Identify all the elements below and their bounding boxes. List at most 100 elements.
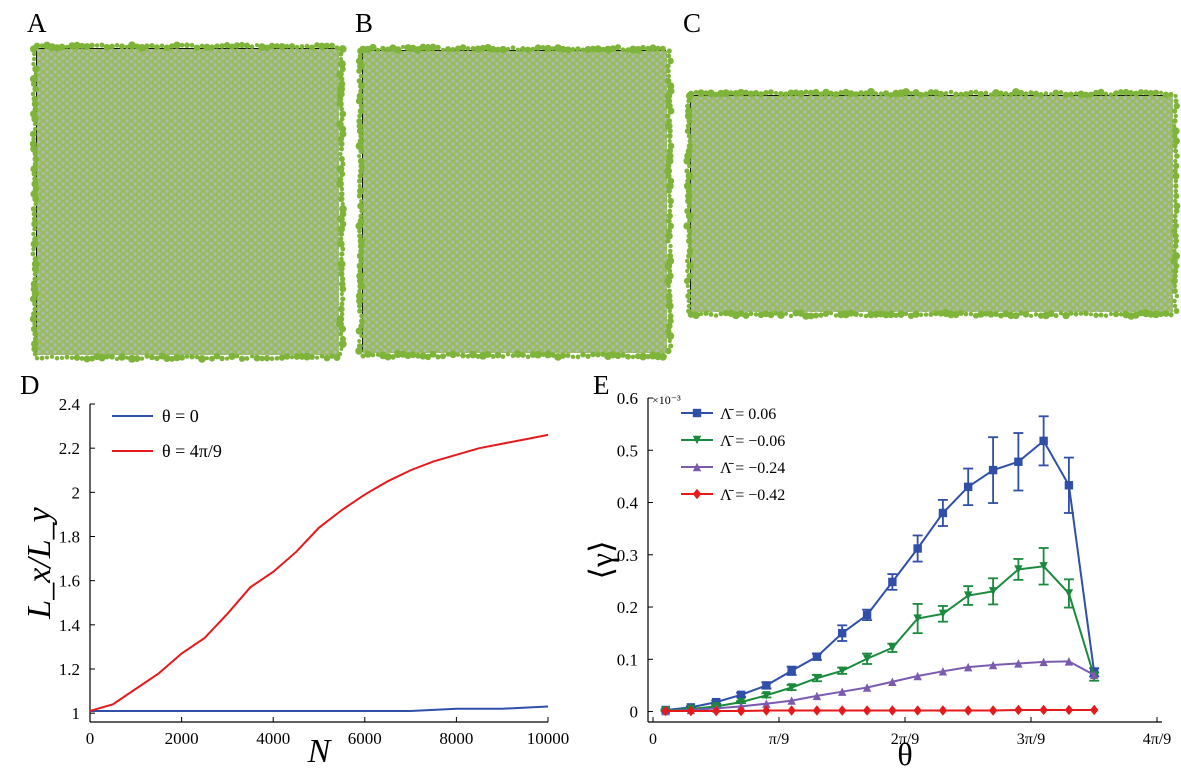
y-tick-label-d: 1.8 <box>59 528 80 547</box>
edge-cell <box>357 107 365 115</box>
edge-cell <box>1171 127 1180 135</box>
edge-cell <box>525 354 531 360</box>
edge-cell <box>193 44 201 52</box>
edge-cell <box>360 353 366 359</box>
edge-cell <box>460 352 466 359</box>
edge-cell <box>564 46 572 54</box>
edge-cell <box>31 345 38 353</box>
edge-cell <box>752 89 760 97</box>
edge-cell <box>219 355 225 362</box>
edge-cell <box>329 353 335 359</box>
edge-cell <box>634 45 642 54</box>
edge-cell <box>435 354 441 360</box>
edge-cell <box>685 123 692 129</box>
edge-cell <box>665 232 673 240</box>
edge-cell <box>1173 178 1179 184</box>
edge-cell <box>357 173 363 179</box>
marker-triangle-up <box>1064 657 1074 666</box>
edge-cell <box>683 222 691 230</box>
edge-cell <box>753 312 759 317</box>
edge-cell <box>489 45 497 53</box>
edge-cell <box>666 283 671 289</box>
legend-label-d-1: θ = 4π/9 <box>162 441 222 461</box>
edge-cell <box>685 197 692 205</box>
marker-triangle-up <box>862 683 872 692</box>
edge-cell <box>338 195 345 203</box>
tissue-edge <box>683 88 1181 320</box>
edge-cell <box>337 351 343 357</box>
edge-cell <box>792 309 800 317</box>
edge-cell <box>667 208 673 214</box>
edge-cell <box>470 45 476 51</box>
marker-triangle-down <box>888 643 897 652</box>
edge-cell <box>797 90 805 98</box>
edge-cell <box>173 353 181 362</box>
edge-cell <box>1073 91 1079 96</box>
series-line-e-3 <box>665 708 1095 713</box>
edge-cell <box>31 265 40 273</box>
tissue-image-elongated-c <box>683 88 1181 320</box>
edge-cell <box>439 353 447 360</box>
edge-cell <box>743 89 749 96</box>
edge-cell <box>767 311 775 319</box>
edge-cell <box>668 248 673 254</box>
edge-cell <box>359 198 364 204</box>
edge-cell <box>1172 143 1178 149</box>
edge-cell <box>339 110 347 118</box>
edge-cell <box>454 45 462 52</box>
edge-cell <box>983 310 989 317</box>
edge-cell <box>219 43 225 49</box>
edge-cell <box>666 322 673 330</box>
edge-cell <box>867 88 875 97</box>
edge-cell <box>1172 232 1179 240</box>
edge-cell <box>665 172 672 180</box>
series-line-e-2 <box>665 660 1095 713</box>
edge-cell <box>249 44 255 50</box>
edge-cell <box>1067 91 1075 98</box>
marker-diamond <box>812 705 822 716</box>
edge-cell <box>32 126 38 132</box>
edge-cell <box>664 167 673 175</box>
marker-diamond <box>938 705 948 716</box>
edge-cell <box>609 45 617 53</box>
marker-triangle-down <box>1064 589 1074 598</box>
x-axis-label-e: θ <box>897 736 912 772</box>
edge-cell <box>289 354 295 360</box>
edge-cell <box>927 89 935 96</box>
edge-cell <box>1097 88 1105 96</box>
edge-cell <box>1118 312 1124 317</box>
edge-cell <box>337 225 346 233</box>
edge-cell <box>1143 89 1149 96</box>
edge-cell <box>838 89 844 96</box>
edge-cell <box>299 44 305 50</box>
edge-cell <box>625 353 631 360</box>
edge-cell <box>1173 308 1180 314</box>
edge-cell <box>748 311 754 317</box>
edge-cell <box>355 222 364 230</box>
y-tick-label-e: 0.5 <box>617 441 638 460</box>
edge-cell <box>319 353 325 359</box>
edge-cell <box>988 92 994 97</box>
edge-cell <box>1172 218 1178 224</box>
edge-cell <box>340 201 345 207</box>
edge-cell <box>1174 153 1180 159</box>
marker-square <box>692 408 702 418</box>
edge-cell <box>338 51 344 57</box>
cell-sheet <box>363 51 667 353</box>
cell-sheet <box>37 49 339 355</box>
edge-cell <box>1113 90 1119 97</box>
edge-cell <box>667 197 674 205</box>
edge-cell <box>585 353 591 359</box>
edge-cell <box>357 157 365 165</box>
edge-cell <box>336 70 344 78</box>
edge-cell <box>234 353 240 359</box>
edge-cell <box>666 157 674 165</box>
marker-triangle-down <box>787 683 796 692</box>
y-tick-label-d: 1.2 <box>59 660 80 679</box>
edge-cell <box>394 46 402 54</box>
edge-cell <box>293 353 301 360</box>
edge-cell <box>686 133 693 139</box>
x-axis-label-d: N <box>307 733 333 770</box>
edge-cell <box>655 45 661 52</box>
edge-cell <box>209 355 215 362</box>
